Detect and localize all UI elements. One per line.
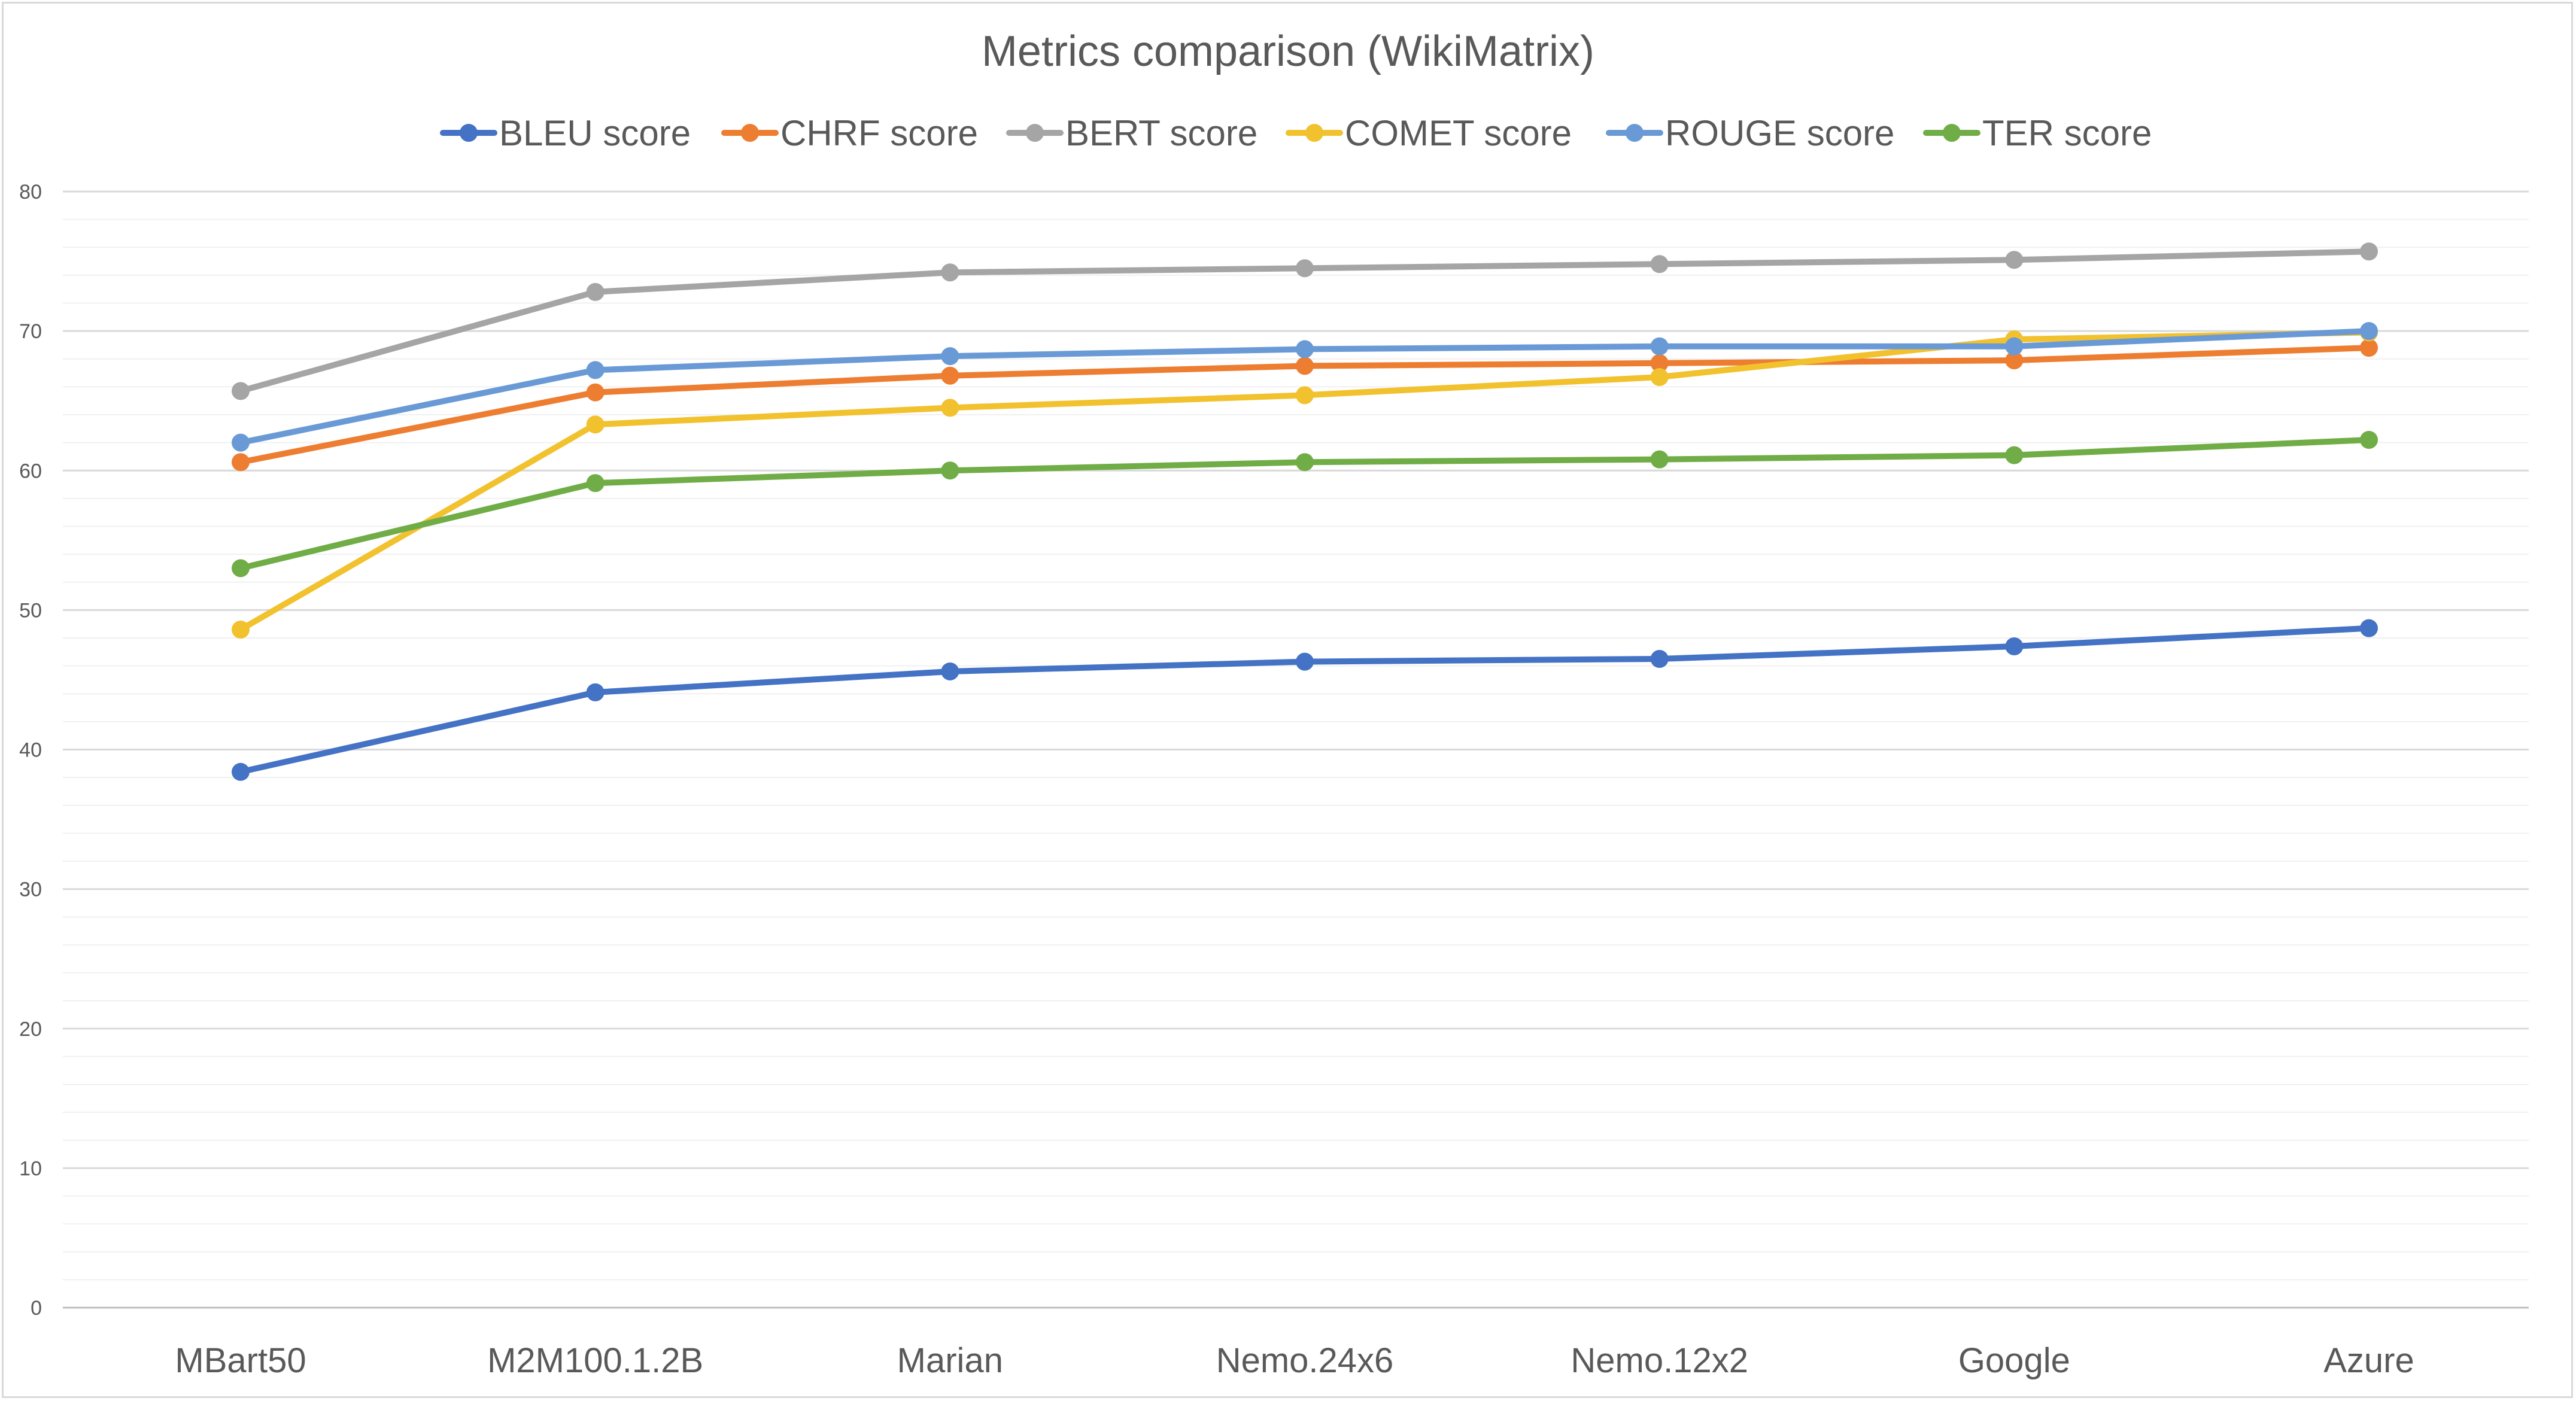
data-point	[1650, 337, 1669, 355]
y-tick-label: 20	[19, 1018, 42, 1041]
legend-label: COMET score	[1345, 113, 1572, 153]
y-tick-label: 60	[19, 460, 42, 482]
legend-marker-icon	[1026, 124, 1044, 142]
data-point	[232, 621, 250, 639]
data-point	[2005, 637, 2024, 655]
legend-marker-icon	[1305, 124, 1323, 142]
data-point	[2360, 242, 2378, 261]
data-point	[232, 762, 250, 781]
legend: BLEU score CHRF score BERT score COMET scor…	[440, 113, 2152, 153]
legend-label: BERT score	[1065, 113, 1257, 153]
data-point	[2360, 430, 2378, 449]
data-point	[2360, 619, 2378, 637]
data-point	[1296, 357, 1314, 375]
data-point	[586, 282, 604, 301]
gridlines	[63, 190, 2529, 1309]
data-point	[1650, 649, 1669, 668]
data-point	[2005, 337, 2024, 355]
data-point	[586, 361, 604, 379]
data-point	[2005, 351, 2024, 370]
legend-item: COMET score	[1286, 113, 1572, 153]
series-ter-score	[232, 430, 2378, 578]
x-tick-label: Nemo.24x6	[1216, 1341, 1394, 1380]
data-point	[586, 683, 604, 701]
legend-item: TER score	[1923, 113, 2152, 153]
legend-item: BLEU score	[440, 113, 691, 153]
y-tick-label: 50	[19, 599, 42, 622]
data-point	[1296, 386, 1314, 405]
legend-label: ROUGE score	[1665, 113, 1894, 153]
axes: 0 10 20 30 40 50 60 70 80 MBart50 M2M100.1.2B Maria…	[19, 181, 2414, 1380]
data-point	[941, 263, 959, 282]
series-bleu-score	[232, 619, 2378, 781]
x-tick-label: M2M100.1.2B	[487, 1341, 703, 1380]
data-point	[2005, 446, 2024, 464]
data-point	[1650, 354, 1669, 372]
legend-label: BLEU score	[499, 113, 691, 153]
data-point	[1296, 259, 1314, 278]
y-tick-label: 70	[19, 320, 42, 343]
data-point	[1296, 652, 1314, 671]
data-point	[941, 347, 959, 366]
data-point	[586, 383, 604, 402]
data-point	[232, 559, 250, 578]
series-rouge-score	[232, 322, 2378, 452]
data-point	[2360, 322, 2378, 341]
y-tick-label: 80	[19, 181, 42, 203]
data-point	[1650, 255, 1669, 273]
x-tick-label: Marian	[897, 1341, 1003, 1380]
data-point	[1650, 368, 1669, 387]
legend-item: ROUGE score	[1606, 113, 1894, 153]
data-point	[1650, 450, 1669, 469]
data-point	[232, 382, 250, 400]
data-point	[2005, 251, 2024, 269]
x-tick-label: Azure	[2323, 1341, 2414, 1380]
chart-title: Metrics comparison (WikiMatrix)	[982, 28, 1594, 75]
legend-label: CHRF score	[780, 113, 978, 153]
legend-marker-icon	[741, 124, 759, 142]
data-point	[2360, 339, 2378, 357]
x-tick-label: MBart50	[175, 1341, 306, 1380]
data-point	[941, 461, 959, 480]
data-point	[586, 415, 604, 434]
legend-label: TER score	[1982, 113, 2152, 153]
x-tick-label: Nemo.12x2	[1570, 1341, 1748, 1380]
y-tick-label: 10	[19, 1157, 42, 1180]
series-lines	[232, 242, 2378, 781]
series-chrf-score	[232, 339, 2378, 472]
y-tick-label: 40	[19, 739, 42, 762]
data-point	[586, 474, 604, 493]
data-point	[1296, 340, 1314, 358]
y-tick-label: 30	[19, 879, 42, 901]
y-tick-label: 0	[31, 1297, 42, 1320]
series-bert-score	[232, 242, 2378, 400]
data-point	[941, 366, 959, 385]
data-point	[232, 433, 250, 452]
data-point	[941, 399, 959, 417]
data-point	[941, 662, 959, 680]
data-point	[1296, 453, 1314, 472]
legend-marker-icon	[460, 124, 478, 142]
legend-item: BERT score	[1006, 113, 1257, 153]
legend-item: CHRF score	[721, 113, 978, 153]
legend-marker-icon	[1626, 124, 1644, 142]
data-point	[232, 453, 250, 472]
x-tick-label: Google	[1958, 1341, 2070, 1380]
legend-marker-icon	[1943, 124, 1961, 142]
